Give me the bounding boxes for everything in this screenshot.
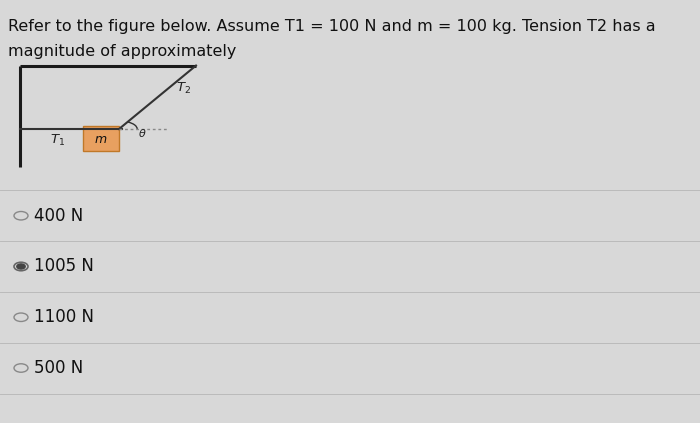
Text: $\theta$: $\theta$ [138, 127, 146, 139]
Text: 500 N: 500 N [34, 359, 83, 377]
Text: $m$: $m$ [94, 133, 108, 146]
Text: 1005 N: 1005 N [34, 258, 94, 275]
Text: 1100 N: 1100 N [34, 308, 94, 326]
Bar [83, 126, 119, 151]
Text: $T_1$: $T_1$ [50, 133, 65, 148]
Text: 400 N: 400 N [34, 207, 83, 225]
Circle shape [17, 264, 25, 269]
Text: magnitude of approximately: magnitude of approximately [8, 44, 237, 59]
Text: Refer to the figure below. Assume T1 = 100 N and m = 100 kg. Tension T2 has a: Refer to the figure below. Assume T1 = 1… [8, 19, 656, 34]
Text: $T_2$: $T_2$ [176, 81, 191, 96]
